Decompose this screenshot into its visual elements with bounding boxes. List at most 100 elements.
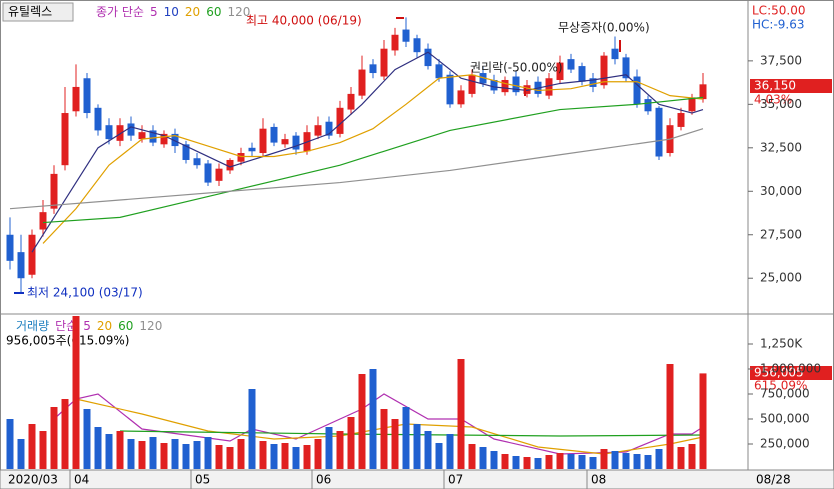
volume-bar: [72, 316, 80, 469]
x-tick-label: 04: [74, 473, 89, 487]
volume-bar: [567, 454, 575, 469]
volume-bar: [655, 449, 663, 469]
legend-item: 종가 단순: [96, 5, 144, 19]
volume-bar: [699, 373, 707, 469]
volume-bar: [193, 441, 201, 469]
volume-bar: [358, 374, 366, 469]
candle-body: [248, 147, 256, 152]
volume-bar: [303, 445, 311, 469]
y2-tick-label: 1,000,000: [760, 362, 821, 376]
annotation: 최고 40,000 (06/19): [246, 14, 362, 28]
candle-body: [116, 125, 124, 141]
volume-bar: [446, 434, 454, 469]
candle-body: [699, 84, 707, 100]
y-tick-label: 37,500: [760, 53, 802, 67]
volume-bar: [314, 439, 322, 469]
candle-body: [182, 144, 190, 160]
volume-bar: [545, 455, 553, 469]
volume-bar: [61, 399, 69, 469]
end-date: 08/28: [756, 473, 791, 487]
candle-body: [83, 78, 91, 114]
volume-bar: [237, 439, 245, 469]
volume-bar: [259, 441, 267, 469]
candle-body: [28, 234, 36, 275]
legend-item: 60: [206, 5, 221, 19]
ma-line: [31, 51, 704, 253]
volume-bar: [17, 439, 25, 469]
volume-bar: [336, 431, 344, 469]
candle-body: [622, 57, 630, 79]
hc: HC:-9.63: [752, 18, 805, 32]
candle-body: [39, 212, 47, 230]
candle-body: [611, 48, 619, 60]
candle-body: [237, 153, 245, 162]
candle-body: [215, 168, 223, 181]
volume-bar: [512, 456, 520, 469]
volume-bar: [578, 455, 586, 469]
candle-body: [512, 76, 520, 93]
volume-bar: [534, 458, 542, 469]
volume-bar: [270, 444, 278, 469]
last-price: 36,150: [754, 79, 796, 93]
candle-body: [50, 173, 58, 209]
candle-body: [204, 163, 212, 183]
y-tick-label: 30,000: [760, 184, 802, 198]
volume-bar: [424, 431, 432, 469]
volume-bar: [215, 445, 223, 469]
candle-body: [259, 128, 267, 154]
legend-item: 5: [83, 319, 91, 333]
candle-body: [193, 158, 201, 166]
candle-body: [292, 135, 300, 150]
candle-body: [325, 121, 333, 136]
candle-body: [270, 126, 278, 143]
volume-bar: [644, 455, 652, 469]
y-tick-label: 32,500: [760, 140, 802, 154]
candle-body: [501, 79, 509, 93]
candle-body: [369, 64, 377, 74]
volume-bar: [380, 409, 388, 469]
volume-bar: [523, 457, 531, 469]
candle-body: [600, 55, 608, 86]
annotation: 권리락(-50.00%): [470, 61, 563, 75]
candle-body: [578, 66, 586, 82]
candle-body: [336, 107, 344, 134]
volume-bar: [633, 454, 641, 469]
y2-tick-label: 500,000: [760, 412, 810, 426]
ma-line: [9, 128, 704, 210]
x-axis-bar: [0, 469, 834, 489]
volume-bar: [468, 444, 476, 469]
volume-change: 615.09%: [754, 379, 807, 393]
y2-tick-label: 1,250K: [760, 337, 803, 351]
candle-body: [347, 93, 355, 110]
volume-bar: [182, 444, 190, 469]
volume-bar: [611, 451, 619, 469]
volume-bar: [600, 449, 608, 469]
last-change: 4.03%: [754, 93, 792, 107]
volume-bar: [589, 457, 597, 469]
x-tick-label: 2020/03: [8, 473, 58, 487]
ma-line: [42, 74, 704, 244]
volume-bar: [402, 407, 410, 469]
volume-bar: [248, 389, 256, 469]
candle-body: [358, 69, 366, 96]
legend-item: 20: [185, 5, 200, 19]
candle-body: [72, 86, 80, 112]
candle-body: [402, 29, 410, 42]
x-tick-label: 05: [195, 473, 210, 487]
volume-bar: [6, 419, 14, 469]
volume-bar: [226, 447, 234, 469]
ma-line: [53, 393, 704, 455]
volume-bar: [94, 427, 102, 469]
candle-body: [567, 59, 575, 70]
volume-bar: [160, 443, 168, 469]
candle-body: [556, 62, 564, 80]
candle-body: [94, 107, 102, 131]
x-tick-label: 07: [448, 473, 463, 487]
volume-bar: [39, 431, 47, 469]
volume-info: 956,005주(615.09%): [6, 334, 129, 348]
volume-bar: [347, 417, 355, 469]
candle-body: [490, 79, 498, 91]
volume-bar: [28, 424, 36, 469]
